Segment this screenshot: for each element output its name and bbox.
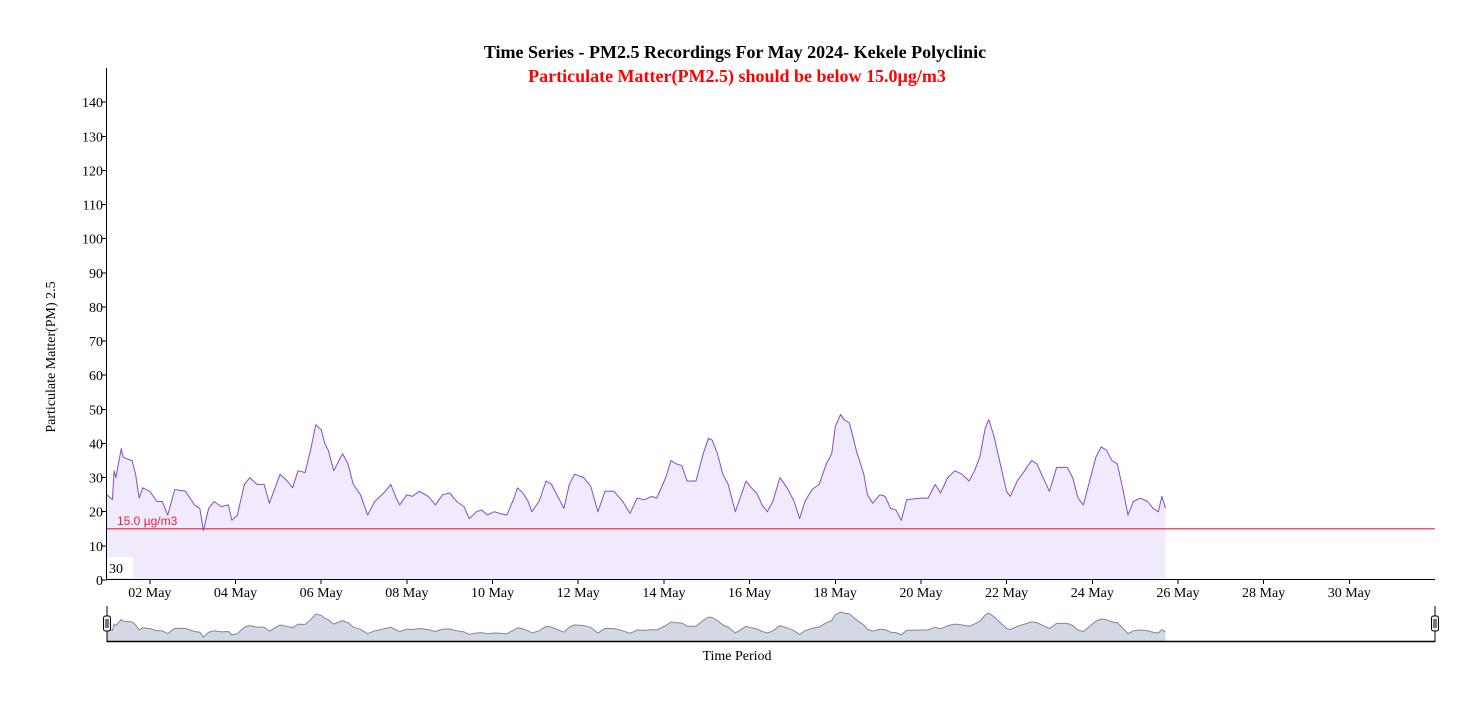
pm25-series-line (106, 414, 1166, 531)
y-tick-label: 130 (82, 130, 103, 145)
x-tick-label: 02 May (128, 586, 171, 601)
y-axis: 0 10 20 30 40 50 60 70 80 90 100 110 120 130 140 (82, 68, 107, 589)
x-tick-label: 20 May (899, 586, 942, 601)
y-tick-label: 10 (89, 540, 103, 555)
chart-title: Time Series - PM2.5 Recordings For May 2… (484, 42, 986, 62)
y-tick-label: 90 (89, 267, 103, 282)
range-selector-box[interactable] (107, 557, 133, 578)
x-tick-label: 04 May (214, 586, 257, 601)
navigator-left-handle-grip[interactable] (103, 615, 111, 632)
x-tick-label: 14 May (642, 586, 685, 601)
y-tick-label: 110 (83, 199, 103, 214)
navigator-line (106, 611, 1166, 638)
x-tick-label: 16 May (728, 586, 771, 601)
x-tick-label: 12 May (557, 586, 600, 601)
y-tick-label: 60 (89, 369, 103, 384)
x-tick-label: 10 May (471, 586, 514, 601)
threshold-label: 15.0 µg/m3 (117, 514, 178, 528)
pm25-area (107, 414, 1166, 580)
x-axis-label: Time Period (702, 649, 771, 664)
y-tick-label: 50 (89, 403, 103, 418)
y-tick-label: 100 (82, 233, 103, 248)
y-axis-label: Particulate Matter(PM) 2.5 (44, 281, 59, 432)
navigator-right-handle-grip[interactable] (1431, 615, 1439, 632)
y-tick-label: 80 (89, 301, 103, 316)
x-tick-label: 30 May (1328, 586, 1371, 601)
x-tick-label: 06 May (300, 586, 343, 601)
y-tick-label: 0 (96, 574, 103, 589)
y-tick-label: 140 (82, 96, 103, 111)
x-tick-label: 28 May (1242, 586, 1285, 601)
plot-area: 15.0 µg/m3 (106, 414, 1435, 580)
y-tick-label: 20 (89, 506, 103, 521)
y-tick-label: 70 (89, 335, 103, 350)
y-tick-label: 40 (89, 437, 103, 452)
x-axis: 02 May 04 May 06 May 08 May 10 May 12 May 14 M… (106, 579, 1435, 601)
x-tick-label: 18 May (814, 586, 857, 601)
navigator-area (107, 612, 1166, 641)
chart-subtitle: Particulate Matter(PM2.5) should be belo… (528, 66, 946, 87)
y-tick-label: 120 (82, 164, 103, 179)
x-tick-label: 08 May (385, 586, 428, 601)
x-tick-label: 22 May (985, 586, 1028, 601)
y-tick-label: 30 (89, 472, 103, 487)
navigator[interactable] (103, 606, 1439, 643)
range-selector-value[interactable]: 30 (109, 562, 123, 577)
x-tick-label: 24 May (1071, 586, 1114, 601)
range-selector[interactable]: 30 (107, 557, 133, 578)
navigator-right-handle[interactable] (1431, 615, 1439, 632)
navigator-left-handle[interactable] (103, 615, 111, 632)
x-tick-label: 26 May (1156, 586, 1199, 601)
